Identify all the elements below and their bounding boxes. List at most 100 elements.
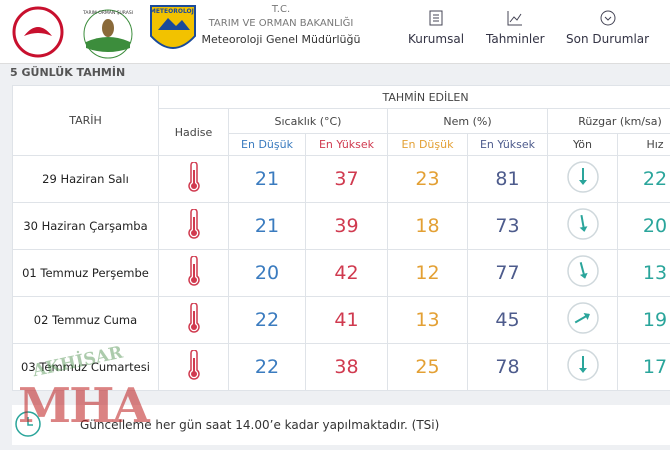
value-cell: 25 <box>387 343 468 391</box>
thermometer-bar <box>192 216 195 231</box>
header-cell: En Yüksek <box>467 133 548 156</box>
header-cell: Nem (%) <box>387 108 548 134</box>
table-body: 29 Haziran Salı 21 37 23 81 22 30 Haziran Çarş… <box>12 155 670 391</box>
date-cell: 01 Temmuz Perşembe <box>12 249 159 297</box>
value-cell: 42 <box>305 249 388 297</box>
arrow-head <box>579 225 587 232</box>
value-cell: 20 <box>228 249 306 297</box>
thermometer-bar <box>192 310 195 325</box>
row: 03 Temmuz Cumartesi 22 38 25 78 17 <box>12 343 670 391</box>
row: 29 Haziran Salı 21 37 23 81 22 <box>12 155 670 203</box>
forecast-table: TARİH TAHMİN EDİLEN Hadise Sıcaklık (°C) Ne… <box>12 85 670 391</box>
thermometer-bulb <box>190 229 197 236</box>
thermometer-icon <box>187 254 200 286</box>
event-cell <box>158 343 229 391</box>
header-cell: Rüzgar (km/sa) <box>546 108 670 134</box>
value-cell: 73 <box>467 202 548 250</box>
wind-arrow-icon <box>566 301 599 334</box>
logo-text: TARIM ORMAN ŞURASI <box>82 10 133 16</box>
thermometer-bulb <box>190 370 197 377</box>
thermometer-bulb <box>190 276 197 283</box>
thermometer-bulb <box>190 182 197 189</box>
watermark-main: MHA <box>18 378 150 434</box>
nav-label[interactable]: Kurumsal <box>408 32 465 46</box>
section-title: 5 GÜNLÜK TAHMİN <box>10 66 126 79</box>
event-cell <box>158 202 229 250</box>
logos: TARIM ORMAN ŞURASI METEOROLOJİ <box>12 5 196 59</box>
event-cell <box>158 296 229 344</box>
department: Meteoroloji Genel Müdürlüğü <box>201 33 361 46</box>
value-cell: 37 <box>305 155 388 203</box>
nav-label[interactable]: Son Durumlar <box>566 32 650 46</box>
wind-arrow-icon <box>566 254 599 287</box>
value-cell: 45 <box>467 296 548 344</box>
nav-item[interactable]: Son Durumlar <box>566 10 649 46</box>
ministry-block: T.C. TARIM VE ORMAN BAKANLIĞI Meteoroloj… <box>196 4 366 46</box>
thermometer-bar <box>192 263 195 278</box>
value-cell: 39 <box>305 202 388 250</box>
wind-arrow-icon <box>566 348 599 381</box>
ministry: TARIM VE ORMAN BAKANLIĞI <box>208 18 354 29</box>
header-cell: Hadise <box>158 108 229 156</box>
value-cell: 13 <box>387 296 468 344</box>
nav-item[interactable]: Tahminler <box>486 10 545 46</box>
value-cell: 81 <box>467 155 548 203</box>
wind-dir-cell <box>547 202 618 250</box>
date-cell: 30 Haziran Çarşamba <box>12 202 159 250</box>
header-cell: TARİH <box>12 85 159 156</box>
value-cell: 21 <box>228 202 306 250</box>
wind-arrow <box>579 214 587 232</box>
wind-arrow-icon <box>566 160 599 193</box>
tc: T.C. <box>271 4 291 15</box>
wind-dir-cell <box>547 249 618 297</box>
header-cell: En Düşük <box>228 133 306 156</box>
value-cell: 22 <box>228 343 306 391</box>
value-cell: 23 <box>387 155 468 203</box>
row: 01 Temmuz Perşembe 20 42 12 77 13 <box>12 249 670 297</box>
nav-item[interactable]: Kurumsal <box>408 10 464 46</box>
arrow-head <box>583 312 590 320</box>
wind-dir-cell <box>547 296 618 344</box>
value-cell: 38 <box>305 343 388 391</box>
row: 30 Haziran Çarşamba 21 39 18 73 20 <box>12 202 670 250</box>
row: 02 Temmuz Cuma 22 41 13 45 19 <box>12 296 670 344</box>
footer: Güncelleme her gün saat 14.00’e kadar ya… <box>12 405 670 445</box>
value-cell: 20 <box>616 202 670 250</box>
value-cell: 21 <box>228 155 306 203</box>
thermometer-icon <box>187 207 200 239</box>
value-cell: 12 <box>387 249 468 297</box>
value-cell: 13 <box>616 249 670 297</box>
arrow-head <box>578 367 587 373</box>
wind-arrow <box>579 261 588 279</box>
thermometer-bulb <box>190 323 197 330</box>
arrow-head <box>578 179 587 185</box>
thermometer-icon <box>187 160 200 192</box>
event-cell <box>158 249 229 297</box>
nav-label[interactable]: Tahminler <box>486 32 545 46</box>
value-cell: 17 <box>616 343 670 391</box>
value-cell: 78 <box>467 343 548 391</box>
date-cell: 03 Temmuz Cumartesi <box>12 343 159 391</box>
arrow-head <box>579 272 588 279</box>
thermometer-bar <box>192 357 195 372</box>
wind-arrow-icon <box>566 207 599 240</box>
value-cell: 41 <box>305 296 388 344</box>
thermometer-bar <box>192 169 195 184</box>
value-cell: 22 <box>616 155 670 203</box>
thermometer-icon <box>187 301 200 333</box>
thermometer-icon <box>187 348 200 380</box>
header-cell: TAHMİN EDİLEN <box>157 85 670 109</box>
value-cell: 77 <box>467 249 548 297</box>
wind-dir-cell <box>547 155 618 203</box>
footer-note: Güncelleme her gün saat 14.00’e kadar ya… <box>80 418 440 432</box>
header-cell: Hız <box>616 133 670 156</box>
wind-arrow <box>578 355 587 373</box>
header-cell: Yön <box>547 133 618 156</box>
value-cell: 19 <box>616 296 670 344</box>
header: TARIM ORMAN ŞURASI METEOROLOJİ T.C. TARI… <box>0 0 670 64</box>
wind-arrow <box>574 312 590 323</box>
value-cell: 18 <box>387 202 468 250</box>
header-cell: Sıcaklık (°C) <box>228 108 388 134</box>
header-cell: En Yüksek <box>305 133 388 156</box>
